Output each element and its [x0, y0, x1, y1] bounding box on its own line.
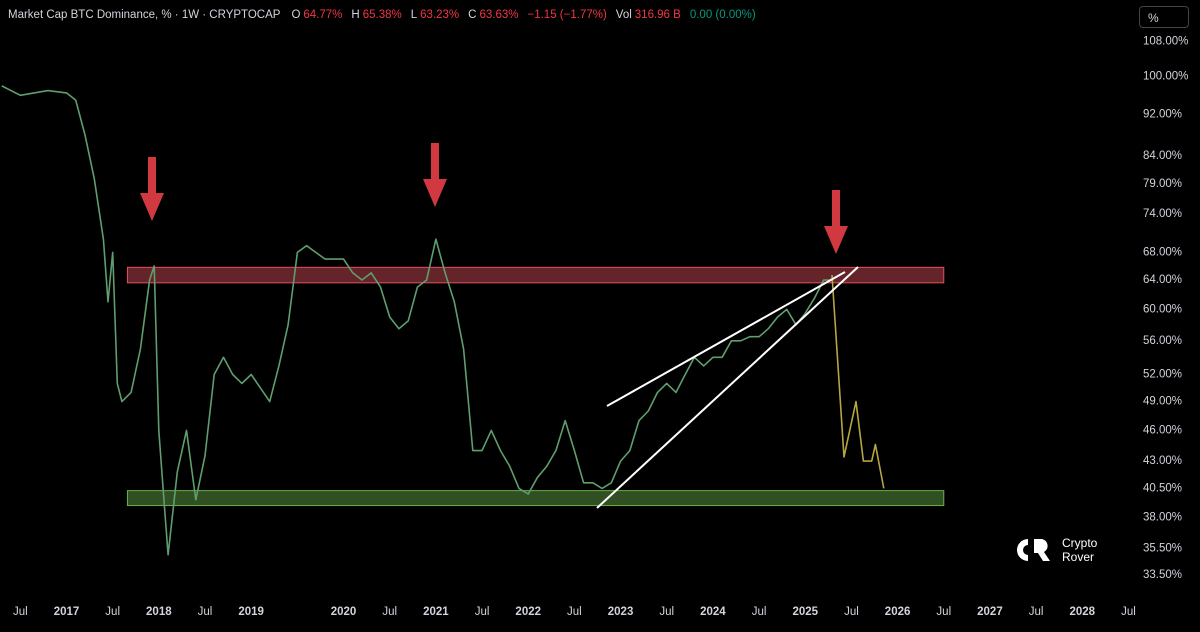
y-tick-label: 38.00% — [1143, 511, 1182, 523]
y-tick-label: 46.00% — [1143, 424, 1182, 436]
x-tick-label: Jul — [198, 606, 213, 618]
y-tick-label: 49.00% — [1143, 396, 1182, 408]
y-tick-label: 64.00% — [1143, 274, 1182, 286]
x-tick-label: Jul — [844, 606, 859, 618]
arrows — [140, 143, 848, 254]
x-tick-label: 2026 — [885, 606, 911, 618]
x-tick-label: Jul — [382, 606, 397, 618]
close: 63.63% — [479, 9, 519, 21]
trend-line — [596, 266, 859, 509]
x-tick-label: Jul — [1029, 606, 1044, 618]
plot: 108.00% 100.00% 92.00% 84.00% 79.00% 74.00% 68… — [1, 36, 1188, 618]
x-tick-label: 2028 — [1069, 606, 1095, 618]
header: Market Cap BTC Dominance, % · 1W · CRYPT… — [8, 9, 756, 21]
change: −1.15 (−1.77%) — [527, 9, 607, 21]
y-tick-label: 35.50% — [1143, 542, 1182, 554]
x-tick-label: 2025 — [792, 606, 818, 618]
x-tick-label: 2020 — [331, 606, 357, 618]
x-tick-label: 2024 — [700, 606, 726, 618]
title: Market Cap BTC Dominance, % · 1W · CRYPT… — [8, 9, 281, 21]
vol-label: Vol — [615, 9, 632, 21]
x-tick-label: Jul — [936, 606, 951, 618]
arrow — [423, 143, 447, 207]
open-label: O — [291, 9, 301, 21]
annotations — [140, 143, 859, 509]
x-tick-label: 2017 — [54, 606, 80, 618]
scale-button[interactable]: % — [1139, 6, 1189, 28]
y-tick-label: 43.00% — [1143, 455, 1182, 467]
vol-change: 0.00 (0.00%) — [689, 9, 756, 21]
y-tick-label: 84.00% — [1143, 150, 1182, 162]
logo-icon — [1017, 539, 1050, 561]
y-tick-label: 56.00% — [1143, 335, 1182, 347]
x-tick-label: 2022 — [515, 606, 541, 618]
x-tick-label: 2019 — [238, 606, 264, 618]
x-tick-label: Jul — [475, 606, 490, 618]
y-tick-label: 108.00% — [1143, 36, 1188, 48]
y-tick-label: 100.00% — [1143, 71, 1188, 83]
y-tick-label: 92.00% — [1143, 109, 1182, 121]
series-line — [1, 85, 832, 556]
x-tick-label: 2018 — [146, 606, 172, 618]
x-tick-label: Jul — [13, 606, 28, 618]
vol: 316.96 B — [634, 9, 681, 21]
open: 64.77% — [303, 9, 343, 21]
y-tick-label: 60.00% — [1143, 303, 1182, 315]
x-tick-label: 2023 — [608, 606, 634, 618]
y-tick-label: 79.00% — [1143, 178, 1182, 190]
close-label: C — [468, 9, 477, 21]
y-tick-label: 68.00% — [1143, 246, 1182, 258]
x-tick-label: Jul — [1121, 606, 1136, 618]
y-tick-label: 74.00% — [1143, 208, 1182, 220]
watermark: Crypto Rover — [1014, 535, 1097, 565]
high: 65.38% — [362, 9, 402, 21]
zone — [126, 266, 945, 284]
arrow — [824, 190, 848, 254]
low: 63.23% — [420, 9, 460, 21]
arrow — [140, 157, 164, 221]
logo-line: Rover — [1062, 550, 1095, 564]
x-tick-label: Jul — [567, 606, 582, 618]
x-tick-label: 2021 — [423, 606, 449, 618]
x-tick-label: Jul — [659, 606, 674, 618]
logo-text: Crypto Rover — [1062, 536, 1097, 564]
series-line — [831, 274, 885, 489]
y-tick-label: 40.50% — [1143, 482, 1182, 494]
trend-line — [606, 271, 846, 407]
high-label: H — [351, 9, 360, 21]
y-tick-label: 52.00% — [1143, 369, 1182, 381]
x-tick-label: Jul — [105, 606, 120, 618]
y-tick-label: 33.50% — [1143, 569, 1182, 581]
low-label: L — [410, 9, 418, 21]
x-tick-label: 2027 — [977, 606, 1003, 618]
x-tick-label: Jul — [752, 606, 767, 618]
zone — [126, 490, 945, 507]
logo-line: Crypto — [1062, 536, 1098, 550]
